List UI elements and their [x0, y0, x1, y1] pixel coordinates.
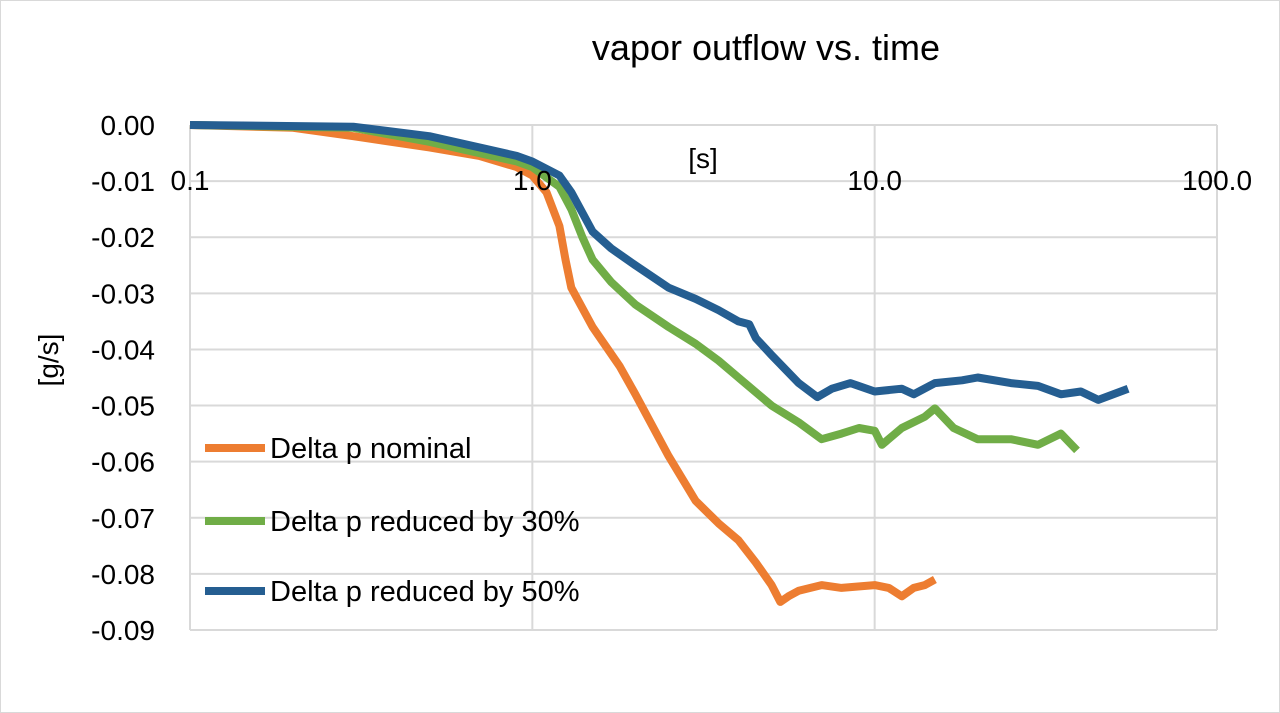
y-tick-label: -0.01 [91, 166, 155, 197]
y-tick-label: -0.03 [91, 278, 155, 309]
series-line [189, 121, 937, 606]
x-tick-label: 10.0 [847, 165, 902, 196]
x-tick-labels: 0.1 1.0 10.0 100.0 [171, 165, 1253, 196]
y-tick-label: -0.07 [91, 503, 155, 534]
legend-item: Delta p reduced by 30% [205, 506, 580, 538]
x-tick-label: 0.1 [171, 165, 210, 196]
legend-item: Delta p reduced by 50% [205, 576, 580, 608]
chart-title: vapor outflow vs. time [592, 27, 940, 68]
x-tick-label: 1.0 [513, 165, 552, 196]
x-tick-label: 100.0 [1182, 165, 1252, 196]
legend-label: Delta p reduced by 50% [270, 576, 580, 608]
y-tick-label: -0.09 [91, 615, 155, 646]
legend-item: Delta p nominal [205, 433, 472, 465]
legend: Delta p nominal Delta p reduced by 30% Del… [205, 433, 580, 608]
y-tick-label: -0.08 [91, 559, 155, 590]
y-tick-label: -0.05 [91, 391, 155, 422]
series-line [189, 121, 1130, 404]
y-tick-label: 0.00 [101, 110, 156, 141]
legend-label: Delta p reduced by 30% [270, 506, 580, 538]
y-tick-label: -0.02 [91, 222, 155, 253]
y-tick-label: -0.04 [91, 334, 155, 365]
series-lines [189, 121, 1130, 606]
series-line [189, 121, 1080, 454]
y-tick-label: -0.06 [91, 447, 155, 478]
legend-label: Delta p nominal [270, 433, 472, 465]
y-tick-labels: 0.00 -0.01 -0.02 -0.03 -0.04 -0.05 -0.06 -0.07 -… [91, 110, 155, 646]
x-axis-label: [s] [688, 143, 718, 174]
y-axis-label: [g/s] [33, 334, 64, 387]
